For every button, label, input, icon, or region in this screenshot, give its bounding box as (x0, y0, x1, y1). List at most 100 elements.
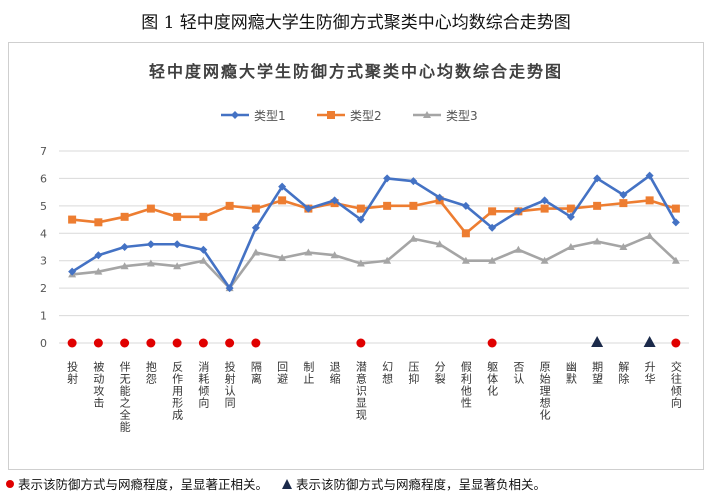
x-tick-label: 消耗倾向 (197, 360, 210, 409)
data-point (146, 259, 155, 267)
positive-marker (356, 338, 366, 348)
data-point (94, 251, 103, 260)
data-point (593, 201, 602, 210)
data-point (251, 223, 260, 232)
positive-marker (120, 338, 130, 348)
x-tick-label: 潜意识显现 (354, 360, 367, 421)
x-tick-label: 退缩 (328, 361, 341, 385)
data-point (173, 262, 182, 270)
data-point (645, 196, 654, 205)
legend-label: 类型2 (350, 109, 382, 123)
data-point (146, 240, 155, 249)
negative-marker (643, 336, 656, 347)
data-point (68, 267, 77, 276)
data-point (488, 207, 497, 216)
footnote-positive: 表示该防御方式与网瘾程度，呈显著正相关。 (18, 477, 269, 492)
data-point (461, 256, 470, 264)
data-point (540, 256, 549, 264)
y-tick-label: 7 (40, 145, 47, 158)
data-point (593, 174, 602, 183)
series-line (71, 199, 677, 235)
negative-marker (591, 336, 604, 347)
data-point (330, 251, 339, 259)
data-point (383, 256, 392, 264)
data-point (225, 284, 234, 293)
positive-marker (198, 338, 208, 348)
data-point (68, 215, 77, 224)
y-tick-label: 4 (40, 227, 47, 240)
positive-marker (67, 338, 77, 348)
data-point (278, 253, 287, 261)
x-tick-label: 幽默 (564, 361, 577, 385)
data-point (461, 229, 470, 238)
data-point (304, 248, 313, 256)
data-point (488, 256, 497, 264)
data-point (566, 212, 575, 221)
data-point (540, 196, 549, 205)
x-tick-label: 分裂 (433, 361, 446, 385)
positive-marker (172, 338, 182, 348)
x-tick-label: 回避 (276, 361, 289, 385)
x-tick-label: 反作用形成 (171, 361, 184, 421)
data-point (619, 243, 628, 250)
data-point (173, 212, 182, 221)
data-point (199, 256, 208, 264)
legend-marker (327, 111, 335, 119)
series-line (71, 234, 677, 290)
x-tick-label: 躯体化 (486, 361, 499, 397)
data-point (356, 204, 365, 213)
data-point (173, 240, 182, 249)
x-tick-label: 投射 (66, 360, 79, 385)
y-tick-label: 3 (40, 255, 47, 268)
x-tick-label: 升华 (643, 361, 656, 385)
data-point (409, 177, 418, 186)
x-tick-label: 压抑 (407, 361, 420, 385)
data-point (645, 171, 654, 180)
y-tick-label: 1 (40, 310, 47, 323)
data-point (120, 243, 129, 251)
data-point (619, 199, 628, 208)
data-point (488, 223, 497, 232)
data-point (251, 248, 260, 256)
data-point (94, 218, 103, 227)
series-line (71, 174, 678, 290)
data-point (619, 190, 628, 199)
data-point (383, 201, 392, 210)
data-point (225, 201, 234, 210)
data-point (514, 207, 523, 216)
data-point (251, 204, 260, 213)
data-point (671, 204, 680, 213)
data-point (540, 204, 549, 213)
y-tick-label: 6 (40, 172, 47, 185)
data-point (671, 256, 680, 264)
data-point (120, 262, 129, 270)
data-point (409, 201, 418, 210)
positive-marker-icon (6, 480, 14, 488)
data-point (94, 267, 103, 275)
data-point (120, 212, 129, 221)
positive-marker (487, 338, 497, 348)
legend-marker (231, 111, 239, 119)
chart-container: 轻中度网瘾大学生防御方式聚类中心均数综合走势图 0 1 2 3 4 5 6 7 类型1 类型2 类型3… (8, 42, 704, 470)
legend-label: 类型1 (254, 109, 286, 123)
data-point (356, 215, 365, 224)
y-tick-label: 5 (40, 200, 47, 213)
footnote-negative: 表示该防御方式与网瘾程度，呈显著负相关。 (296, 477, 547, 492)
data-point (383, 174, 392, 183)
data-point (645, 232, 654, 240)
figure-caption: 图 1 轻中度网瘾大学生防御方式聚类中心均数综合走势图 (141, 13, 571, 33)
data-point (566, 204, 575, 213)
legend-marker (423, 111, 431, 118)
x-tick-label: 原始理想化 (538, 361, 551, 421)
x-tick-label: 交往倾向 (669, 360, 682, 409)
positive-marker (146, 338, 156, 348)
data-point (435, 193, 444, 202)
data-point (199, 212, 208, 221)
x-tick-label: 期望 (591, 361, 604, 385)
x-tick-label: 否认 (512, 361, 525, 385)
x-tick-label: 伴无能之全能 (118, 361, 131, 433)
x-tick-label: 隔离 (249, 361, 262, 385)
negative-marker-icon (282, 479, 292, 489)
data-point (199, 245, 208, 254)
data-point (278, 196, 287, 205)
